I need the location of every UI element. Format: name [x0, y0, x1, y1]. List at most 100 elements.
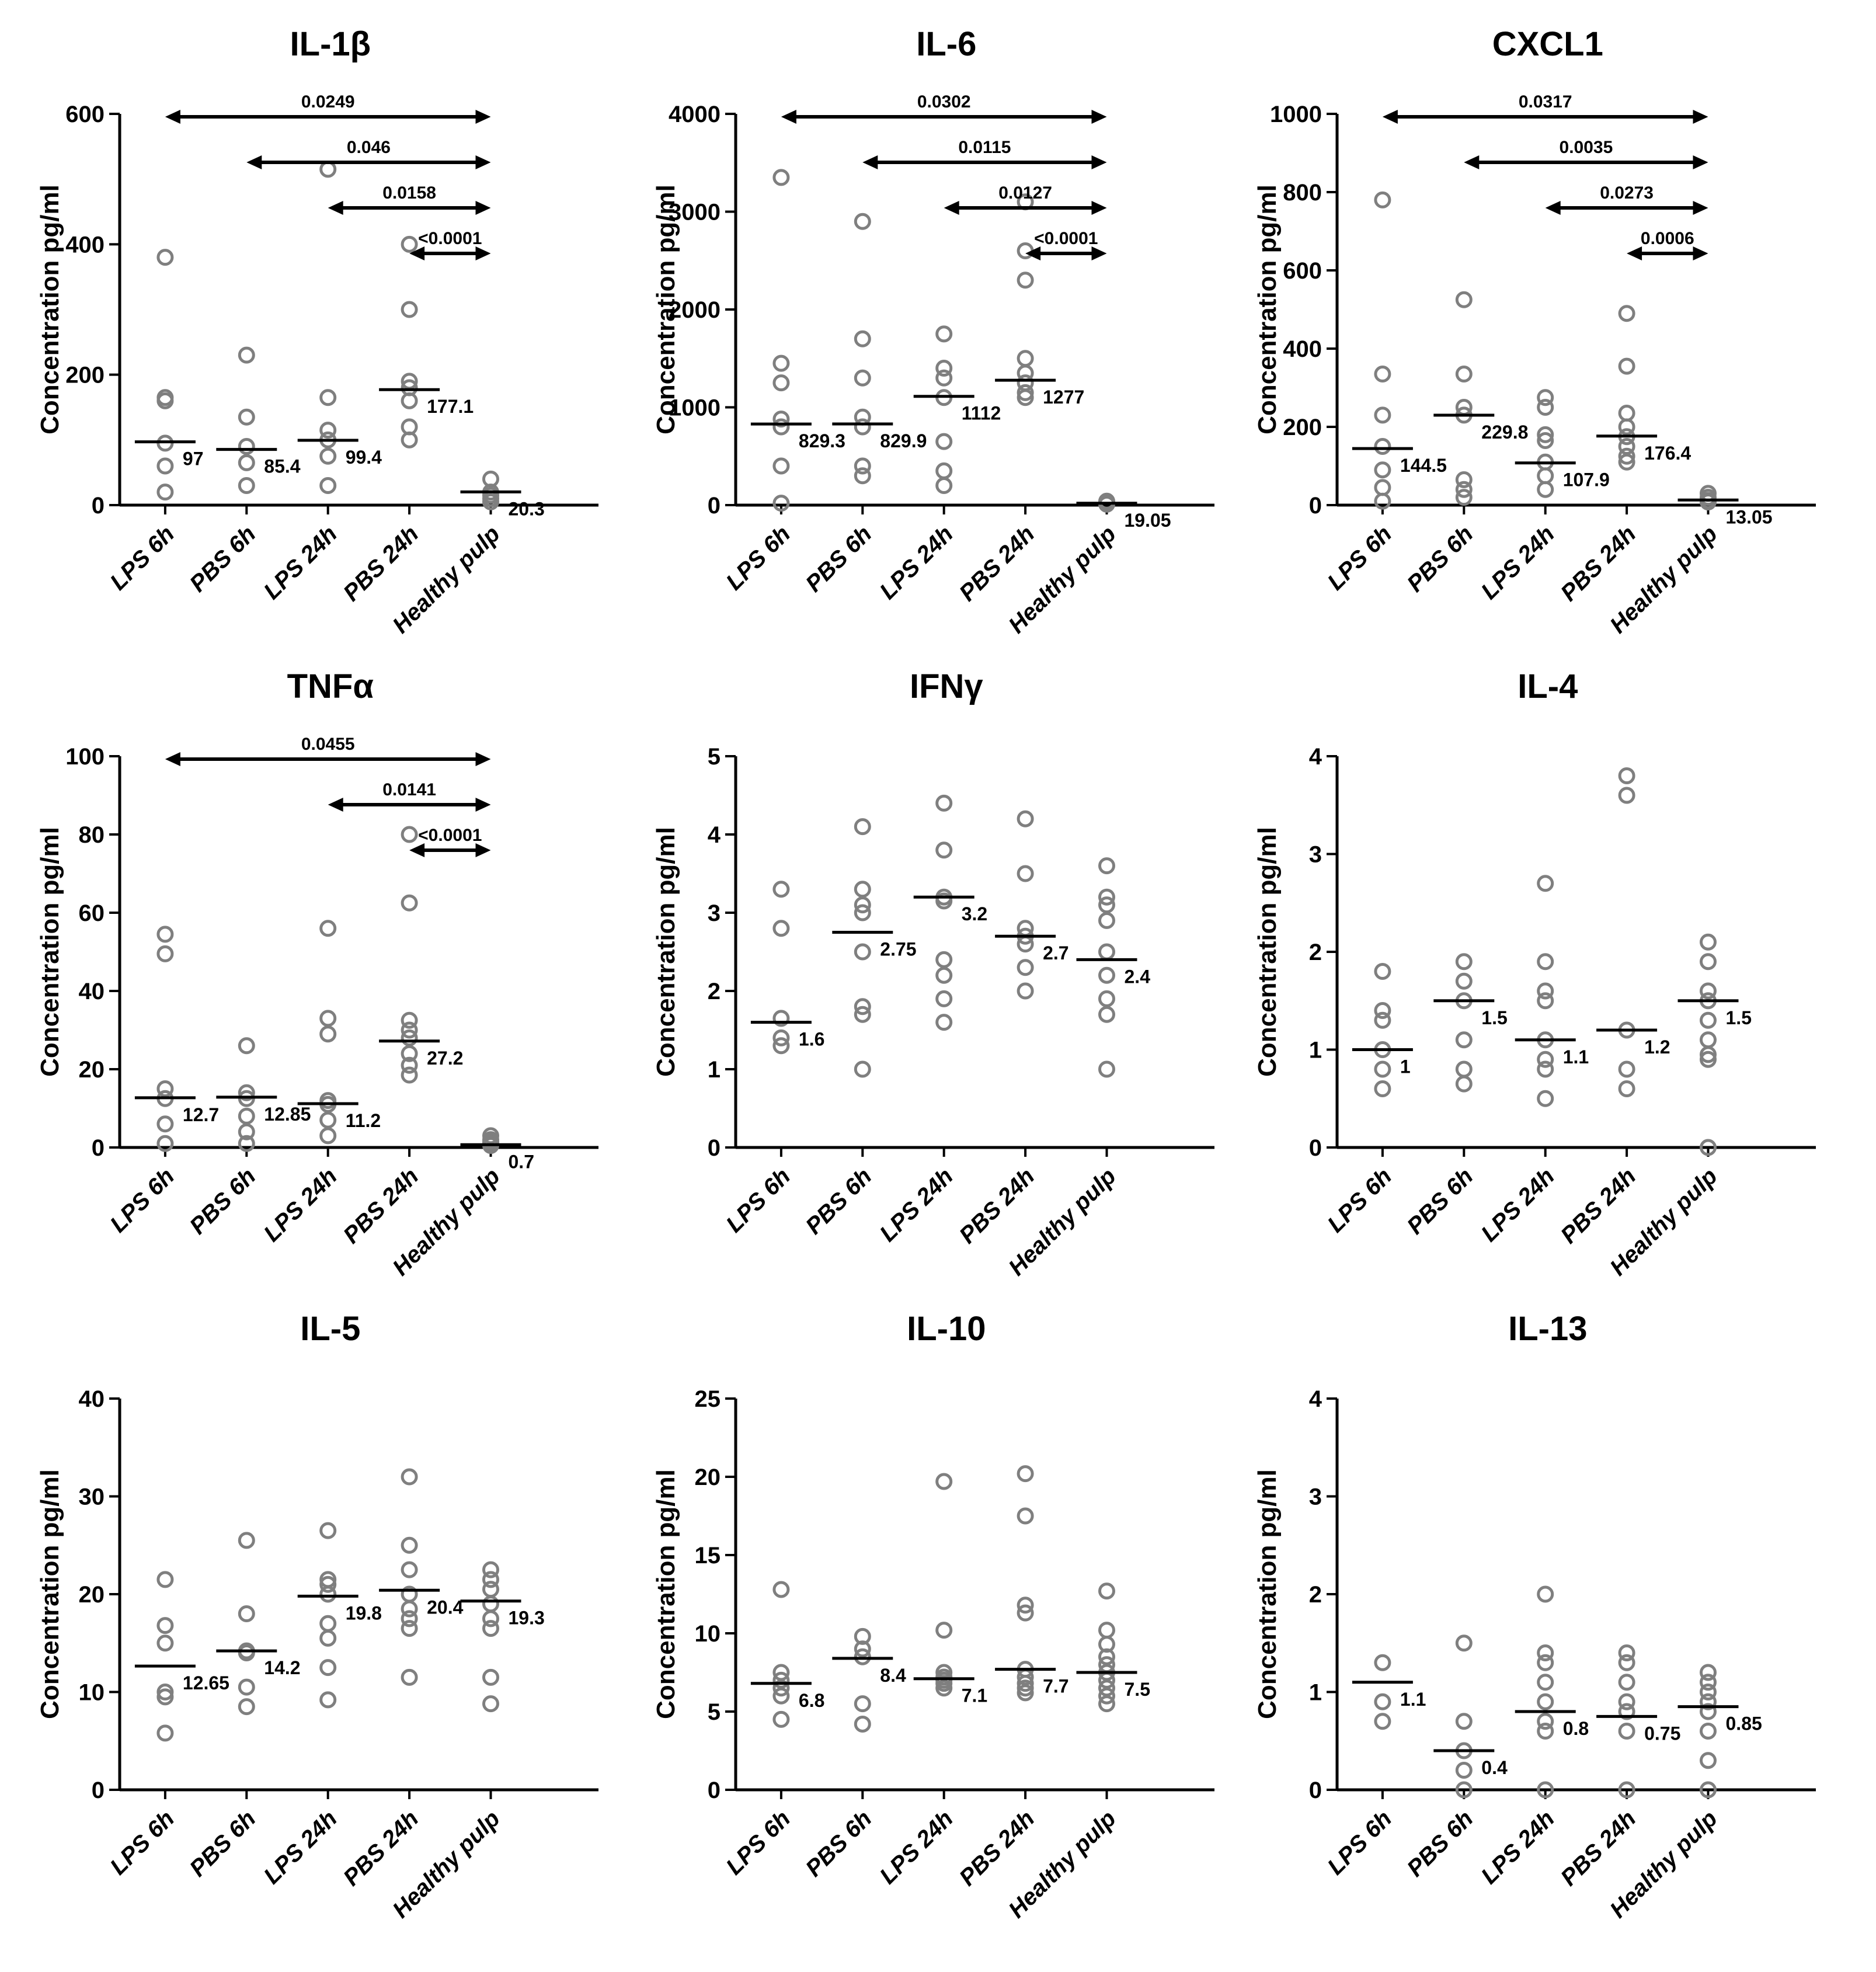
- data-point: [482, 1571, 499, 1588]
- arrow-head-left: [165, 110, 180, 124]
- y-tick-label: 0: [92, 1778, 105, 1803]
- data-point: [1537, 982, 1554, 1000]
- x-tick-label: LPS 6h: [1322, 521, 1397, 595]
- data-point: [1374, 1080, 1391, 1097]
- data-point: [1618, 447, 1635, 465]
- data-point: [1098, 1622, 1115, 1639]
- x-tick-label: PBS 6h: [801, 1806, 877, 1881]
- data-point: [1618, 357, 1635, 375]
- data-point: [1017, 1465, 1034, 1483]
- median-label: 12.65: [183, 1672, 229, 1693]
- data-point: [1700, 1139, 1717, 1156]
- data-point: [1098, 1687, 1115, 1705]
- data-point: [935, 1622, 953, 1639]
- data-point: [1537, 1674, 1554, 1691]
- data-point: [935, 1473, 953, 1490]
- data-point: [854, 369, 871, 387]
- data-point: [1374, 1060, 1391, 1078]
- median-label: 7.5: [1125, 1679, 1150, 1700]
- y-tick-label: 3: [708, 900, 721, 926]
- data-point: [935, 966, 953, 984]
- y-tick-label: 1000: [1270, 102, 1322, 127]
- panel-3: TNFα Concentration pg/ml 0 20 40 60 80 100 LPS 6…: [36, 667, 598, 1281]
- y-tick-label: 20: [695, 1465, 721, 1490]
- median-label: 107.9: [1563, 469, 1610, 491]
- data-point: [319, 1585, 337, 1603]
- data-point: [1537, 1693, 1554, 1710]
- median-label: 1112: [962, 403, 1001, 424]
- data-point: [1455, 366, 1473, 383]
- data-point: [1098, 1695, 1115, 1713]
- arrow-head-right: [475, 752, 491, 766]
- arrow-head-left: [1025, 246, 1041, 260]
- data-point: [1700, 982, 1717, 1000]
- data-point: [935, 841, 953, 859]
- data-point: [1374, 1654, 1391, 1671]
- y-tick-label: 600: [65, 102, 105, 127]
- data-point: [156, 457, 174, 475]
- data-point: [238, 1107, 255, 1125]
- y-tick-label: 1: [708, 1057, 721, 1083]
- significance-label: 0.0141: [382, 780, 436, 799]
- data-point: [156, 1634, 174, 1652]
- data-point: [1455, 953, 1473, 971]
- x-tick-label: PBS 6h: [801, 1163, 877, 1239]
- x-tick-label: LPS 6h: [105, 1806, 179, 1880]
- y-tick-label: 1000: [669, 395, 721, 421]
- data-point: [1017, 389, 1034, 406]
- data-point: [482, 1620, 499, 1637]
- arrow-head-left: [328, 201, 343, 215]
- data-point: [854, 881, 871, 898]
- data-point: [401, 1011, 418, 1029]
- data-point: [1700, 1703, 1717, 1720]
- data-point: [1455, 489, 1473, 506]
- significance-label: 0.0317: [1519, 92, 1572, 112]
- data-point: [1700, 1031, 1717, 1049]
- data-point: [1455, 1713, 1473, 1730]
- significance-label: <0.0001: [418, 826, 482, 845]
- data-point: [1098, 943, 1115, 961]
- panel-4: IFNγ Concentration pg/ml 0 1 2 3 4 5 LPS 6h PBS 6…: [652, 667, 1214, 1281]
- data-point: [1700, 1723, 1717, 1740]
- data-point: [1374, 438, 1391, 455]
- data-point: [238, 1084, 255, 1101]
- data-point: [1455, 1060, 1473, 1078]
- data-point: [1618, 1644, 1635, 1661]
- y-tick-label: 2000: [669, 297, 721, 323]
- data-point: [1537, 1051, 1554, 1068]
- data-point: [772, 1664, 790, 1681]
- median-label: 14.2: [264, 1657, 300, 1678]
- data-point: [156, 1080, 174, 1097]
- panel-title: CXCL1: [1492, 25, 1603, 63]
- data-point: [772, 1687, 790, 1705]
- data-point: [1017, 810, 1034, 827]
- data-point: [854, 1715, 871, 1733]
- y-tick-label: 2: [708, 979, 721, 1004]
- data-point: [935, 1679, 953, 1697]
- data-point: [238, 1698, 255, 1716]
- data-point: [1455, 1075, 1473, 1093]
- median-label: 19.8: [346, 1602, 382, 1623]
- y-tick-label: 15: [695, 1543, 721, 1568]
- data-point: [1098, 990, 1115, 1007]
- median-label: 1.2: [1644, 1037, 1670, 1058]
- data-point: [156, 1724, 174, 1742]
- median-label: 27.2: [427, 1048, 463, 1069]
- y-tick-label: 1: [1309, 1038, 1322, 1063]
- data-point: [401, 301, 418, 318]
- data-point: [1700, 1011, 1717, 1029]
- data-point: [854, 896, 871, 914]
- median-label: 1.6: [799, 1029, 824, 1050]
- data-point: [1017, 1684, 1034, 1702]
- y-tick-label: 10: [695, 1621, 721, 1647]
- data-point: [1374, 1693, 1391, 1710]
- data-point: [1700, 1046, 1717, 1063]
- data-point: [1700, 933, 1717, 951]
- median-label: 0.85: [1726, 1713, 1762, 1734]
- y-tick-label: 5: [708, 744, 721, 770]
- median-label: 1.5: [1726, 1007, 1752, 1028]
- y-axis-label: Concentration pg/ml: [36, 185, 64, 434]
- x-tick-label: PBS 6h: [185, 521, 261, 597]
- data-point: [1700, 1693, 1717, 1710]
